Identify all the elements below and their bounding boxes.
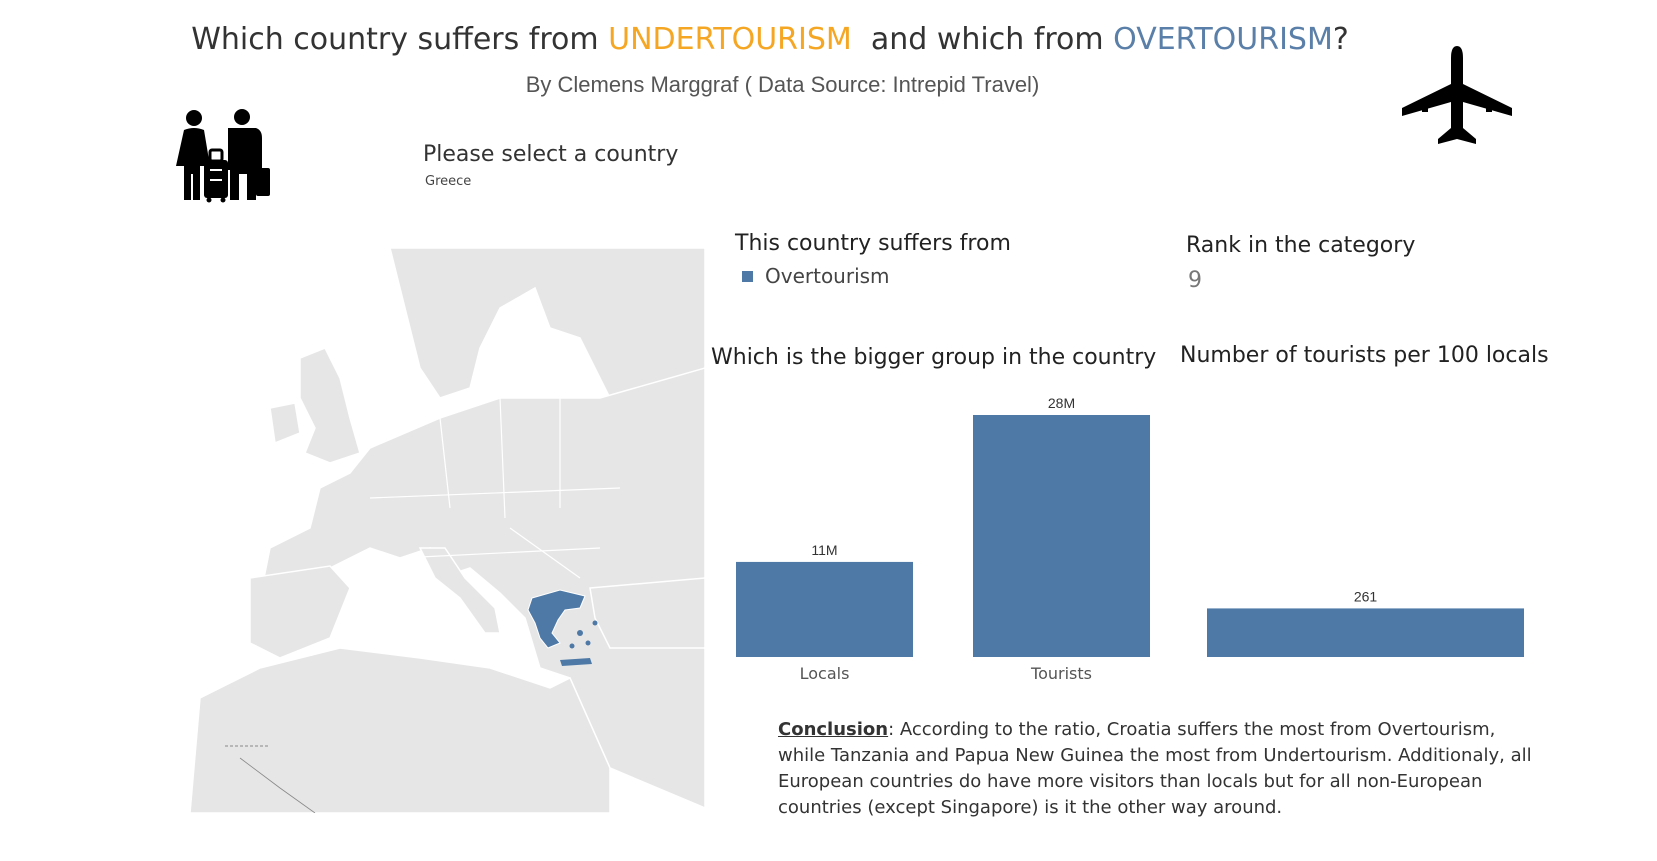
airplane-icon [1402, 46, 1512, 144]
conclusion-heading: Conclusion [778, 719, 889, 740]
title-undertourism: UNDERTOURISM [608, 22, 852, 57]
title-middle: and which from [851, 22, 1114, 57]
map-land-africa [189, 647, 611, 813]
category-tick-label: Locals [800, 664, 850, 683]
conclusion-body: : According to the ratio, Croatia suffer… [778, 719, 1532, 818]
bar-value-label: 28M [1048, 395, 1075, 411]
category-tick-label: Tourists [1030, 664, 1092, 683]
map-land-turkey [589, 577, 705, 649]
category-legend: Overtourism [742, 264, 890, 288]
dashboard-title: Which country suffers from UNDERTOURISM … [0, 22, 1540, 57]
bar-tourists[interactable] [973, 415, 1150, 657]
map-greece-crete [560, 658, 592, 666]
bar-locals[interactable] [736, 561, 913, 657]
bar-value[interactable] [1207, 608, 1524, 657]
ratio-chart-title: Number of tourists per 100 locals [1180, 343, 1549, 368]
map-land-iberia [249, 565, 351, 659]
family-luggage-icon [176, 109, 270, 203]
country-selector-value[interactable]: Greece [425, 174, 472, 189]
rank-value: 9 [1188, 268, 1202, 293]
dashboard-subtitle: By Clemens Marggraf ( Data Source: Intre… [525, 72, 1040, 97]
europe-map[interactable] [140, 248, 705, 813]
country-selector-label: Please select a country [423, 142, 679, 167]
bigger-group-chart-title: Which is the bigger group in the country [711, 345, 1157, 370]
legend-entry: Overtourism [765, 264, 890, 288]
bar-value-label: 11M [811, 542, 837, 558]
rank-label: Rank in the category [1186, 233, 1416, 258]
conclusion-text: Conclusion: According to the ratio, Croa… [778, 717, 1538, 821]
map-land-britain [299, 347, 361, 464]
legend-swatch [742, 270, 753, 282]
title-prefix: Which country suffers from [191, 22, 609, 57]
category-label: This country suffers from [735, 231, 1011, 256]
title-suffix: ? [1332, 22, 1349, 57]
ratio-bar-chart: 261 [1207, 588, 1524, 657]
bar-value-label: 261 [1354, 588, 1378, 604]
map-country-greece [527, 589, 586, 649]
map-land-italy [418, 547, 501, 634]
title-overtourism: OVERTOURISM [1113, 22, 1333, 57]
map-land-ireland [269, 402, 301, 445]
bigger-group-bar-chart: 11M Locals 28M Tourists [736, 395, 1150, 683]
